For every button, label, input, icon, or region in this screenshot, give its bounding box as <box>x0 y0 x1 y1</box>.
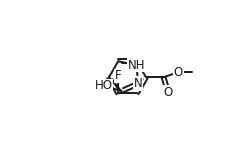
Text: NH: NH <box>128 59 145 72</box>
Text: O: O <box>174 66 183 79</box>
Text: HO: HO <box>95 79 113 92</box>
Text: N: N <box>134 77 143 90</box>
Text: O: O <box>164 86 173 99</box>
Text: F: F <box>115 69 121 82</box>
